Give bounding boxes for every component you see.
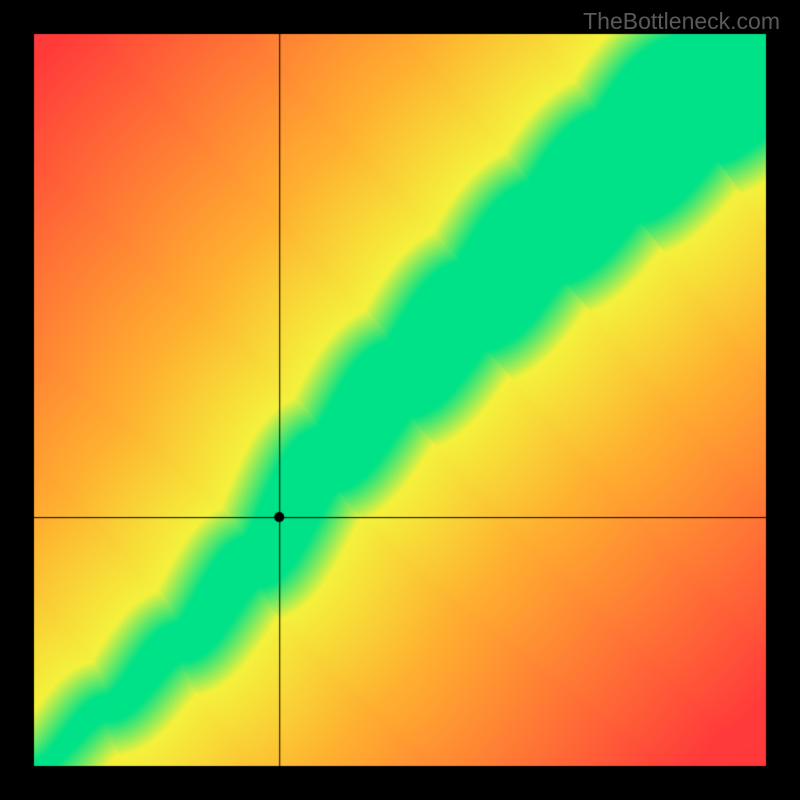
chart-container: TheBottleneck.com xyxy=(0,0,800,800)
watermark-text: TheBottleneck.com xyxy=(583,8,780,35)
bottleneck-heatmap xyxy=(0,0,800,800)
